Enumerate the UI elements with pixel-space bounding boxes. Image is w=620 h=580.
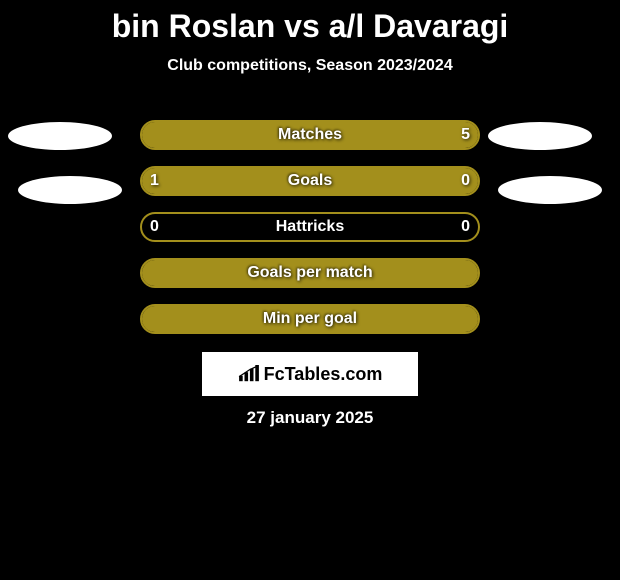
bar-left-fill bbox=[142, 306, 478, 332]
value-right: 5 bbox=[461, 120, 470, 150]
bar-left-fill bbox=[142, 168, 404, 194]
bar-track bbox=[140, 258, 480, 288]
logo-box: FcTables.com bbox=[202, 352, 418, 396]
comparison-rows: Matches5Goals10Hattricks00Goals per matc… bbox=[0, 120, 620, 350]
bar-track bbox=[140, 212, 480, 242]
value-left: 1 bbox=[150, 166, 159, 196]
date-text: 27 january 2025 bbox=[0, 408, 620, 428]
comparison-row: Goals per match bbox=[0, 258, 620, 288]
logo-text: FcTables.com bbox=[264, 364, 383, 385]
decorative-ellipse bbox=[498, 176, 602, 204]
bar-track bbox=[140, 304, 480, 334]
decorative-ellipse bbox=[488, 122, 592, 150]
bar-track bbox=[140, 166, 480, 196]
decorative-ellipse bbox=[8, 122, 112, 150]
bar-chart-icon bbox=[238, 365, 260, 383]
infographic-container: bin Roslan vs a/l Davaragi Club competit… bbox=[0, 0, 620, 580]
comparison-row: Hattricks00 bbox=[0, 212, 620, 242]
decorative-ellipse bbox=[18, 176, 122, 204]
value-left: 0 bbox=[150, 212, 159, 242]
value-right: 0 bbox=[461, 212, 470, 242]
bar-left-fill bbox=[142, 122, 478, 148]
bar-left-fill bbox=[142, 260, 478, 286]
logo: FcTables.com bbox=[238, 364, 383, 385]
value-right: 0 bbox=[461, 166, 470, 196]
page-title: bin Roslan vs a/l Davaragi bbox=[0, 0, 620, 45]
subtitle: Club competitions, Season 2023/2024 bbox=[0, 57, 620, 75]
comparison-row: Min per goal bbox=[0, 304, 620, 334]
bar-track bbox=[140, 120, 480, 150]
